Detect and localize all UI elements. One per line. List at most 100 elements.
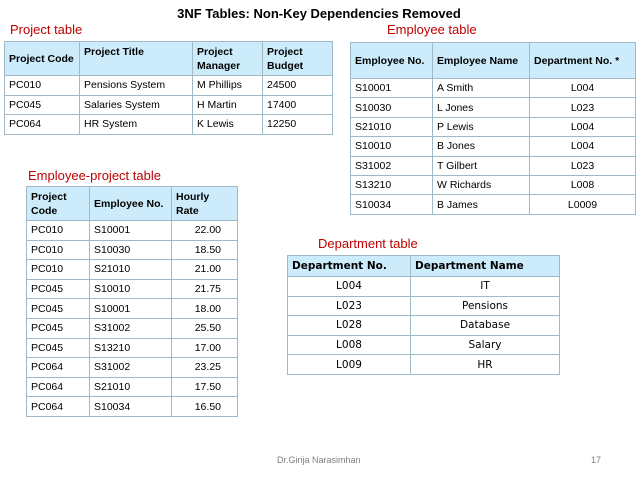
table-cell: 17400 [262,94,333,115]
table-row: L023 Pensions [287,295,560,317]
table-cell: M Phillips [192,75,263,96]
column-header: Project Title [79,41,193,76]
table-cell: P Lewis [432,116,530,138]
employee-table: Employee No. Employee Name Department No… [350,42,636,215]
table-header-row: Department No. Department Name [287,255,560,277]
table-cell: H Martin [192,94,263,115]
table-header-row: Project Code Employee No. Hourly Rate [26,186,238,221]
table-cell: 18.00 [171,298,238,319]
project-table: Project Code Project Title Project Manag… [4,41,333,135]
table-row: PC010 Pensions System M Phillips 24500 [4,75,333,96]
table-cell: PC045 [26,337,90,359]
table-cell: Database [410,315,560,336]
table-row: PC045 Salaries System H Martin 17400 [4,94,333,115]
column-header: Department No. [287,255,411,277]
project-table-caption: Project table [10,22,83,37]
table-cell: 17.50 [171,376,238,398]
table-cell: PC010 [26,259,90,280]
table-cell: 17.00 [171,337,238,359]
column-header: Employee No. [350,42,433,79]
table-cell: S10001 [89,220,172,241]
table-cell: L Jones [432,97,530,118]
table-cell: S13210 [89,337,172,359]
table-cell: 12250 [262,114,333,135]
table-cell: PC010 [4,75,80,96]
table-cell: PC045 [26,298,90,319]
table-row: PC064 S21010 17.50 [26,376,238,398]
employee-table-caption: Employee table [387,22,477,37]
table-cell: S10030 [89,239,172,261]
table-row: PC045 S10001 18.00 [26,298,238,319]
table-cell: L023 [529,97,636,118]
column-header: Employee No. [89,186,172,221]
table-cell: Salaries System [79,94,193,115]
column-header: Department Name [410,255,560,277]
table-cell: 22.00 [171,220,238,241]
table-cell: L004 [287,276,411,297]
column-header: Employee Name [432,42,530,79]
table-cell: S10010 [350,136,433,157]
department-table: Department No. Department Name L004 IT L0… [287,255,560,375]
table-cell: PC064 [4,114,80,135]
table-cell: K Lewis [192,114,263,135]
table-row: S21010 P Lewis L004 [350,116,636,138]
table-cell: PC010 [26,239,90,261]
table-cell: L008 [287,334,411,356]
table-cell: W Richards [432,174,530,196]
table-cell: L008 [529,174,636,196]
table-cell: Pensions System [79,75,193,96]
table-row: L009 HR [287,354,560,375]
table-cell: PC010 [26,220,90,241]
page-number: 17 [591,455,602,465]
column-header: Hourly Rate [171,186,238,221]
table-cell: L009 [287,354,411,375]
table-cell: HR System [79,114,193,135]
footer-author: Dr.Girija Narasimhan [277,455,361,465]
column-header: Project Budget [262,41,333,76]
table-row: L008 Salary [287,334,560,356]
table-cell: S21010 [350,116,433,138]
table-row: PC064 S10034 16.50 [26,396,238,417]
employee-project-table-caption: Employee-project table [28,168,161,183]
table-row: S13210 W Richards L008 [350,174,636,196]
table-cell: S10001 [350,77,433,99]
table-cell: S31002 [89,357,172,378]
table-row: PC064 S31002 23.25 [26,357,238,378]
table-row: PC064 HR System K Lewis 12250 [4,114,333,135]
table-cell: 21.00 [171,259,238,280]
table-cell: 16.50 [171,396,238,417]
table-cell: 21.75 [171,278,238,300]
table-header-row: Project Code Project Title Project Manag… [4,41,333,76]
department-table-caption: Department table [318,236,418,251]
table-row: S10001 A Smith L004 [350,77,636,99]
table-cell: PC064 [26,357,90,378]
table-cell: B James [432,194,530,215]
table-cell: S31002 [89,317,172,339]
table-cell: 18.50 [171,239,238,261]
table-header-row: Employee No. Employee Name Department No… [350,42,636,79]
table-cell: L004 [529,77,636,99]
table-cell: S21010 [89,259,172,280]
table-row: PC010 S10030 18.50 [26,239,238,261]
table-row: L004 IT [287,276,560,297]
table-cell: S13210 [350,174,433,196]
table-cell: 23.25 [171,357,238,378]
employee-project-table: Project Code Employee No. Hourly Rate PC… [26,186,238,417]
table-cell: PC064 [26,376,90,398]
table-cell: L004 [529,116,636,138]
column-header: Department No. * [529,42,636,79]
table-cell: Salary [410,334,560,356]
table-cell: S10030 [350,97,433,118]
table-cell: S10034 [350,194,433,215]
table-cell: IT [410,276,560,297]
table-cell: L023 [287,295,411,317]
column-header: Project Manager [192,41,263,76]
table-row: L028 Database [287,315,560,336]
table-cell: T Gilbert [432,155,530,176]
table-cell: S10001 [89,298,172,319]
table-row: PC045 S31002 25.50 [26,317,238,339]
table-row: S10010 B Jones L004 [350,136,636,157]
column-header: Project Code [26,186,90,221]
table-cell: Pensions [410,295,560,317]
table-cell: S21010 [89,376,172,398]
